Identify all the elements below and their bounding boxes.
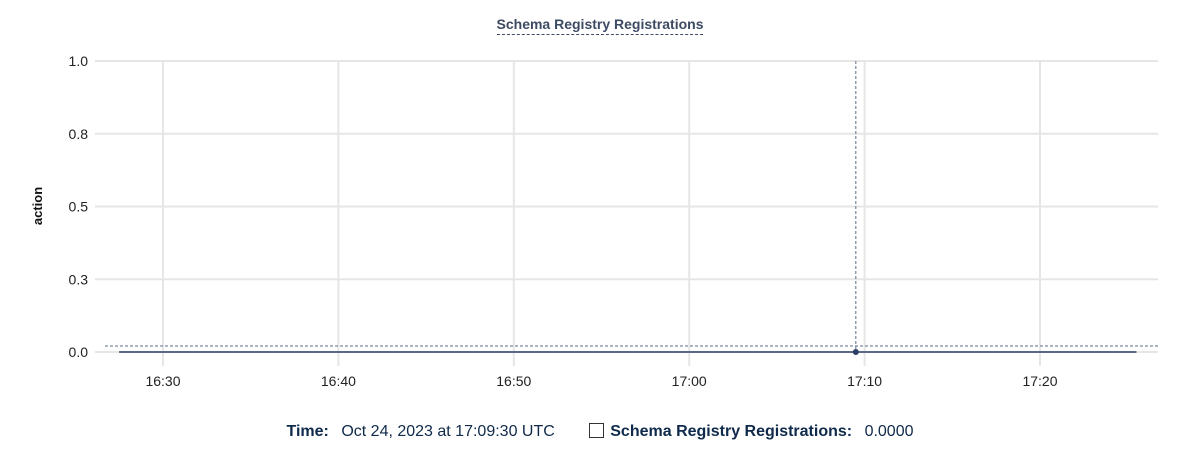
chart-title[interactable]: Schema Registry Registrations: [496, 16, 704, 35]
y-tick-label: 0.3: [69, 271, 89, 287]
time-value: Oct 24, 2023 at 17:09:30 UTC: [341, 423, 555, 440]
time-label: Time:: [286, 423, 329, 440]
series-checkbox[interactable]: [589, 423, 605, 438]
hover-point: [852, 349, 859, 355]
y-axis-label: action: [30, 187, 45, 225]
series-value: 0.0000: [864, 423, 914, 440]
series-label: Schema Registry Registrations:: [610, 423, 853, 440]
y-tick-label: 0.0: [69, 344, 89, 360]
x-tick-label: 17:20: [1022, 373, 1057, 389]
x-tick-label: 16:30: [145, 373, 180, 389]
x-tick-label: 17:00: [672, 373, 707, 389]
y-tick-label: 1.0: [69, 53, 89, 69]
y-tick-label: 0.5: [69, 199, 89, 215]
y-tick-label: 0.8: [69, 126, 89, 142]
x-tick-label: 16:40: [321, 373, 356, 389]
x-tick-label: 16:50: [496, 373, 531, 389]
hover-legend: Time: Oct 24, 2023 at 17:09:30 UTC Schem…: [0, 423, 1200, 441]
x-tick-label: 17:10: [847, 373, 882, 389]
